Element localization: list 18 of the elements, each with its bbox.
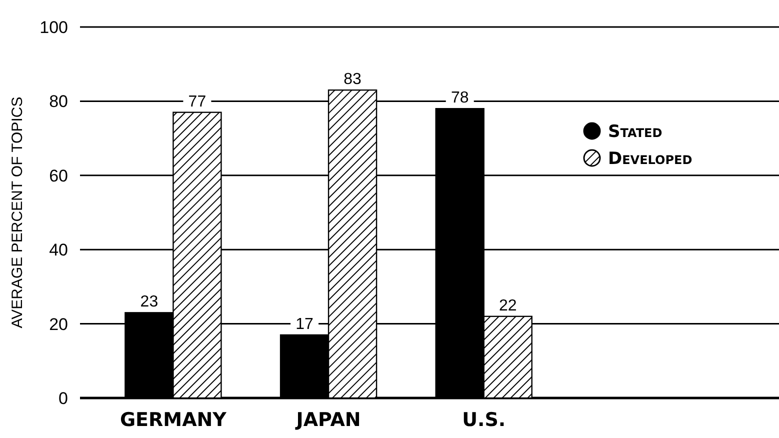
x-tick-label: U.S. [462, 409, 506, 431]
y-tick-label: 20 [49, 314, 68, 334]
x-tick-label: JAPAN [294, 409, 361, 431]
x-tick-label: GERMANY [120, 409, 227, 431]
data-label: 77 [188, 93, 206, 110]
data-label: 23 [140, 294, 158, 311]
y-tick-label: 0 [58, 389, 68, 408]
data-label: 17 [296, 316, 314, 333]
data-label: 22 [498, 297, 517, 314]
data-label: 83 [344, 71, 362, 88]
legend-label: Stated [608, 122, 662, 142]
y-tick-label: 60 [49, 166, 68, 186]
y-tick-label: 100 [40, 18, 68, 37]
y-tick-label: 80 [49, 92, 68, 112]
y-tick-label: 40 [49, 240, 68, 260]
legend-label: Developed [608, 149, 692, 169]
data-label: 78 [450, 90, 469, 107]
y-axis-title: AVERAGE PERCENT OF TOPICS [9, 96, 26, 328]
